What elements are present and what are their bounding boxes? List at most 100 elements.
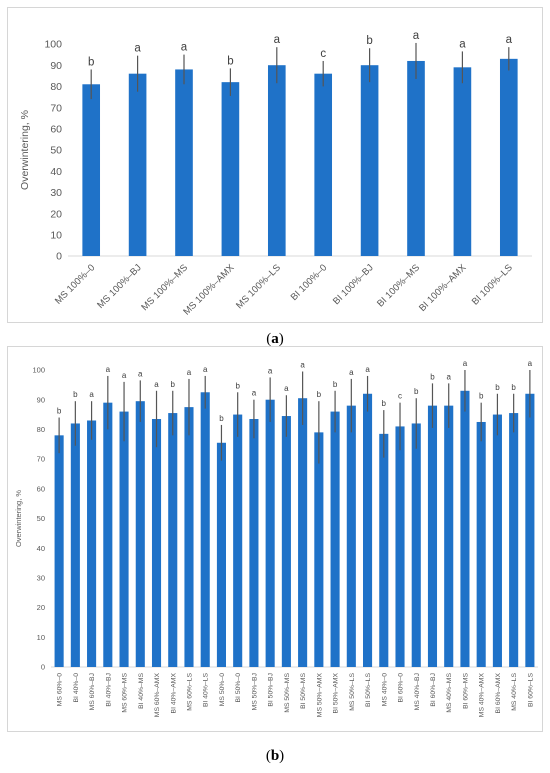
y-tick-label: 70 (37, 455, 45, 464)
significance-letter: b (382, 399, 387, 408)
bar (427, 405, 438, 667)
significance-letter: b (495, 383, 500, 392)
bar (200, 392, 210, 667)
x-tick-label: BI 40%–0 (73, 673, 80, 703)
x-tick-label: BI 50%–AMX (333, 673, 340, 714)
x-tick-label: BI 40%–BJ (105, 673, 112, 707)
bar (184, 407, 194, 667)
significance-letter: b (57, 407, 62, 416)
chart-a: 0 10 20 30 40 50 60 70 80 90 100 Overwintering, % b M… (19, 30, 532, 318)
x-tick-label: MS 60%–AMX (154, 673, 161, 718)
y-tick-label: 0 (56, 251, 62, 263)
caption-a: (a) (0, 331, 550, 348)
caption-a-letter: a (271, 331, 279, 347)
significance-letter: a (134, 43, 141, 55)
significance-letter: a (154, 380, 159, 389)
bar (411, 423, 421, 667)
bar (525, 393, 535, 667)
bar (492, 414, 502, 667)
y-axis-label: Overwintering, % (14, 490, 23, 547)
significance-letter: b (227, 55, 233, 67)
significance-letter: b (511, 383, 516, 392)
x-tick-label: BI 100%–AMX (417, 262, 469, 314)
bar (444, 405, 454, 667)
bar (460, 390, 470, 667)
x-tick-label: BI 60%–AMX (495, 673, 502, 714)
significance-letter: b (171, 380, 176, 389)
significance-letter: a (138, 369, 143, 378)
significance-letter: a (203, 365, 208, 374)
bar (82, 84, 101, 256)
x-tick-label: BI 100%–BJ (331, 262, 376, 307)
significance-letter: c (398, 392, 402, 401)
x-tick-label: BI 60%–MS (462, 673, 469, 709)
significance-letter: a (106, 365, 111, 374)
x-tick-label: BI 60%–BJ (430, 673, 437, 707)
y-tick-label: 10 (37, 633, 45, 642)
bar (407, 60, 425, 257)
caption-a-close: ) (278, 331, 284, 347)
chart-panel-a: 0 10 20 30 40 50 60 70 80 90 100 Overwintering, % b M… (7, 7, 543, 323)
x-tick-label: BI 50%–MS (300, 673, 307, 709)
bar (395, 426, 405, 667)
x-tick-label: MS 60%–MS (122, 673, 129, 713)
significance-letter: a (252, 389, 257, 398)
x-tick-label: MS 50%–LS (349, 673, 356, 711)
bar (360, 65, 379, 256)
x-tick-label: MS 50%–0 (219, 673, 226, 706)
significance-letter: a (300, 360, 305, 369)
x-tick-label: BI 60%–LS (527, 673, 534, 707)
significance-letter: b (235, 381, 240, 390)
significance-letter: a (365, 365, 370, 374)
y-tick-label: 50 (50, 145, 62, 157)
bar (499, 58, 518, 257)
bar (216, 442, 226, 667)
x-tick-label: MS 40%–0 (381, 673, 388, 706)
caption-b: (b) (0, 748, 550, 765)
x-tick-label: MS 40%–LS (511, 673, 518, 711)
significance-letter: a (187, 368, 192, 377)
caption-b-open: ( (265, 748, 271, 764)
bar (281, 416, 291, 667)
x-tick-label: MS 60%–0 (57, 673, 64, 706)
x-tick-label: MS 50%–AMX (316, 673, 323, 718)
bar (151, 419, 162, 667)
x-tick-label: BI 60%–0 (398, 673, 405, 703)
x-tick-label: BI 50%–LS (365, 673, 372, 707)
y-tick-label: 30 (37, 574, 45, 583)
caption-b-close: ) (279, 748, 285, 764)
bar (453, 67, 472, 256)
x-tick-label: MS 100%–0 (53, 262, 97, 306)
y-tick-label: 0 (41, 663, 45, 672)
significance-letter: a (506, 34, 513, 46)
significance-letter: b (73, 390, 78, 399)
bar (175, 69, 193, 256)
x-tick-label: MS 100%–LS (234, 262, 283, 311)
significance-letter: a (274, 34, 281, 46)
chart-b: 0 10 20 30 40 50 60 70 80 90 100 Overwintering, % b M… (14, 359, 538, 718)
significance-letter: b (366, 35, 372, 47)
bar (233, 414, 243, 667)
y-tick-label: 90 (50, 60, 62, 72)
significance-letter: c (320, 48, 326, 60)
significance-letter: b (88, 56, 94, 68)
y-tick-label: 40 (50, 166, 62, 178)
bar (379, 433, 389, 667)
y-tick-label: 10 (50, 229, 62, 241)
bar (298, 398, 308, 667)
x-tick-label: MS 40%–MS (446, 673, 453, 713)
significance-letter: a (463, 359, 468, 368)
bar (168, 413, 178, 667)
significance-letter: a (268, 366, 273, 375)
chart-panel-b: 0 10 20 30 40 50 60 70 80 90 100 Overwintering, % b M… (7, 346, 543, 732)
y-tick-label: 20 (50, 208, 62, 220)
x-tick-label: BI 100%–0 (289, 262, 330, 303)
bar (249, 419, 259, 667)
x-tick-label: MS 60%–LS (186, 673, 193, 711)
y-tick-label: 80 (37, 425, 45, 434)
y-tick-label: 20 (37, 603, 45, 612)
x-tick-label: MS 40%–AMX (479, 673, 486, 718)
bar (135, 401, 145, 667)
significance-letter: a (181, 42, 188, 54)
caption-b-letter: b (270, 748, 280, 764)
